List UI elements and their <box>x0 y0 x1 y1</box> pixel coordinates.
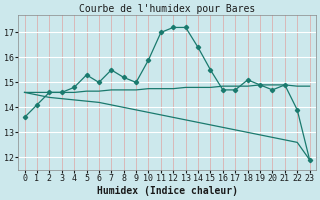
Title: Courbe de l'humidex pour Bares: Courbe de l'humidex pour Bares <box>79 4 255 14</box>
X-axis label: Humidex (Indice chaleur): Humidex (Indice chaleur) <box>97 186 237 196</box>
